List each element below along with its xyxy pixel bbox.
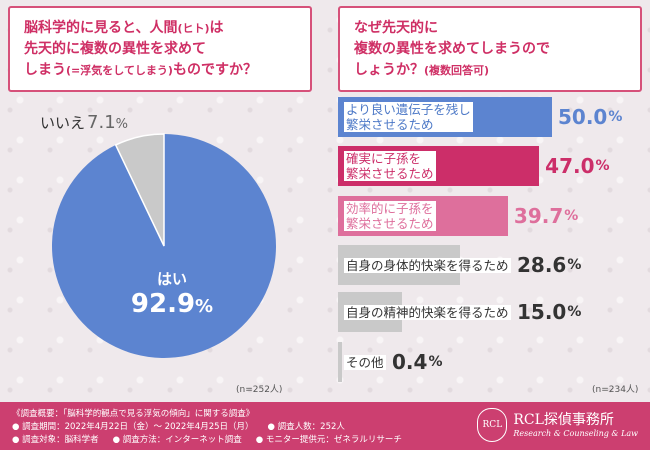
bar-label-3: 効率的に子孫を 繁栄させるため	[344, 201, 436, 231]
bar-label-1: より良い遺伝子を残し 繁栄させるため	[344, 102, 473, 132]
left-question-box: 脳科学的に見ると、人間(ヒト)は 先天的に複数の異性を求めて しまう(=浮気をし…	[8, 6, 312, 92]
pie-sample-size: (n=252人)	[236, 385, 283, 395]
pie-label-no-value: 7.1%	[87, 112, 129, 133]
right-question-box: なぜ先天的に 複数の異性を求めてしまうので しょうか？(複数回答可)	[338, 6, 642, 92]
bar-label-5: 自身の精神的快楽を得るため	[344, 304, 511, 320]
bar-value-2: 47.0%	[545, 154, 610, 178]
pie-label-no-text: いいえ	[40, 114, 86, 132]
right-question-line1: なぜ先天的に	[354, 20, 438, 36]
bar-value-6: 0.4%	[392, 350, 443, 374]
brand-logo-icon: RCL	[477, 408, 508, 442]
bar-label-2: 確実に子孫を 繁栄させるため	[344, 151, 436, 181]
pie-label-no: いいえ 7.1%	[40, 112, 128, 133]
bar-value-3: 39.7%	[513, 204, 579, 228]
right-question-line2: 複数の異性を求めてしまうので	[354, 41, 550, 57]
left-question-line1: 脳科学的に見ると、人間(ヒト)は	[24, 20, 224, 36]
bar-value-1: 50.0%	[558, 105, 623, 129]
bar-value-5: 15.0%	[517, 300, 582, 324]
survey-row-1: ● 調査期間：2022年4月22日（金）～ 2022年4月25日（月） ● 調査…	[12, 421, 638, 434]
survey-period: ● 調査期間：2022年4月22日（金）～ 2022年4月25日（月）	[12, 422, 254, 432]
left-question-line2: 先天的に複数の異性を求めて	[24, 41, 206, 57]
pie-label-yes: はい 92.9%	[130, 268, 214, 322]
pie-label-yes-text: はい	[156, 270, 187, 288]
brand-name: RCL探偵事務所	[513, 411, 614, 428]
right-question-line3: しょうか？(複数回答可)	[354, 62, 490, 78]
bar-sample-size: (n=234人)	[592, 385, 639, 395]
pie-slice-no	[114, 133, 165, 247]
brand: RCL RCL探偵事務所 Research & Counseling & Law	[477, 408, 638, 442]
bar-value-4: 28.6%	[517, 253, 582, 277]
survey-provider: ● モニター提供元：ゼネラルリサーチ	[255, 435, 402, 445]
left-question-line3: しまう(=浮気をしてしまう)ものですか？	[24, 62, 257, 78]
survey-title: 《調査概要：「脳科学的観点で見る浮気の傾向」に関する調査》	[12, 409, 255, 419]
survey-footer: 《調査概要：「脳科学的観点で見る浮気の傾向」に関する調査》 ● 調査期間：202…	[0, 402, 650, 450]
brand-subtitle: Research & Counseling & Law	[513, 428, 638, 438]
survey-method: ● 調査方法：インターネット調査	[112, 435, 242, 445]
survey-count: ● 調査人数：252人	[267, 422, 345, 432]
pie-label-yes-value: 92.9%	[130, 289, 214, 319]
pie-chart	[52, 133, 277, 358]
bar-label-4: 自身の身体的快楽を得るため	[344, 257, 511, 273]
bar-fill-6	[338, 342, 342, 382]
bar-label-6: その他	[344, 354, 386, 370]
survey-target: ● 調査対象：脳科学者	[12, 435, 99, 445]
survey-row-2: ● 調査対象：脳科学者 ● 調査方法：インターネット調査 ● モニター提供元：ゼ…	[12, 434, 638, 447]
